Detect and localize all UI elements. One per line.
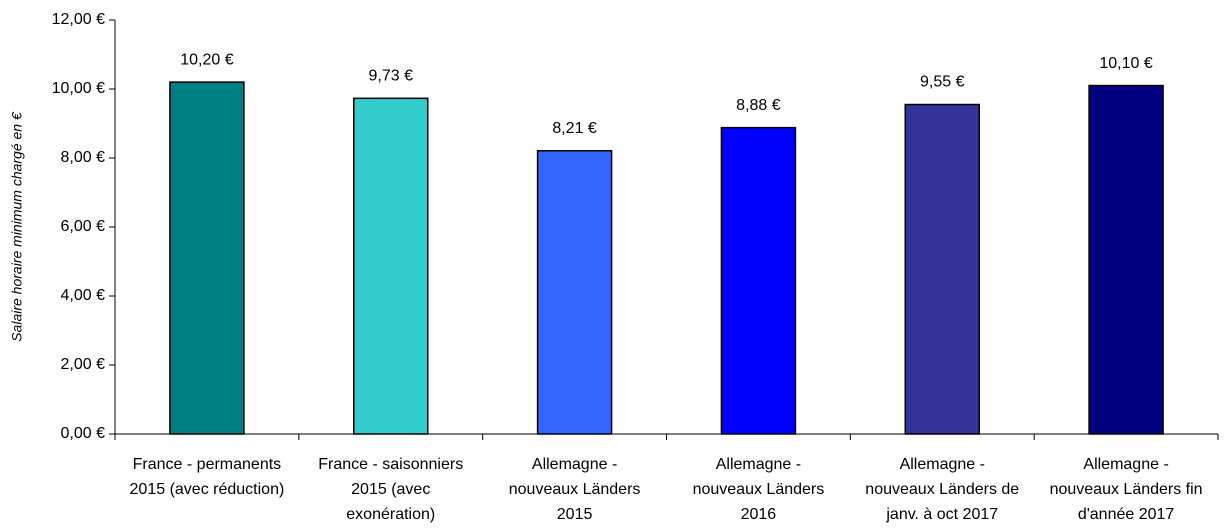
bar <box>720 126 797 435</box>
y-tick-label: 4,00 € <box>61 287 106 304</box>
x-tick-label: exonération) <box>346 506 435 523</box>
x-tick-label: nouveaux Länders de <box>865 481 1019 498</box>
x-tick-label: janv. à oct 2017 <box>885 506 998 523</box>
value-label: 9,73 € <box>369 68 414 85</box>
x-tick-label: 2015 (avec <box>351 481 430 498</box>
x-tick-label: 2015 (avec réduction) <box>130 481 285 498</box>
y-tick-label: 8,00 € <box>61 149 106 166</box>
x-tick-label: nouveaux Länders <box>509 481 641 498</box>
y-tick-label: 2,00 € <box>61 356 106 373</box>
y-tick-label: 0,00 € <box>61 425 106 442</box>
x-tick-label: 2016 <box>741 506 777 523</box>
x-tick-label: nouveaux Länders <box>693 481 825 498</box>
x-tick-label: Allemagne - <box>716 456 801 473</box>
x-tick-label: nouveaux Länders fin <box>1050 481 1203 498</box>
x-tick-label: Allemagne - <box>1083 456 1168 473</box>
y-axis-label: Salaire horaire minimum chargé en € <box>9 111 25 342</box>
value-label: 10,20 € <box>180 51 233 68</box>
x-tick-label: Allemagne - <box>900 456 985 473</box>
bar <box>904 103 980 435</box>
y-tick-label: 10,00 € <box>52 80 105 97</box>
x-tick-label: d'année 2017 <box>1078 506 1175 523</box>
value-label: 10,10 € <box>1099 55 1152 72</box>
value-label: 9,55 € <box>920 74 965 91</box>
bar <box>536 150 613 435</box>
y-tick-label: 12,00 € <box>52 11 105 28</box>
x-tick-label: France - saisonniers <box>318 456 463 473</box>
x-tick-label: Allemagne - <box>532 456 617 473</box>
x-tick-label: France - permanents <box>133 456 282 473</box>
value-label: 8,88 € <box>736 97 781 114</box>
bar <box>169 81 245 435</box>
value-label: 8,21 € <box>552 120 597 137</box>
x-tick-label: 2015 <box>557 506 593 523</box>
bar <box>1088 84 1164 435</box>
bar <box>353 97 429 435</box>
y-tick-label: 6,00 € <box>61 218 106 235</box>
